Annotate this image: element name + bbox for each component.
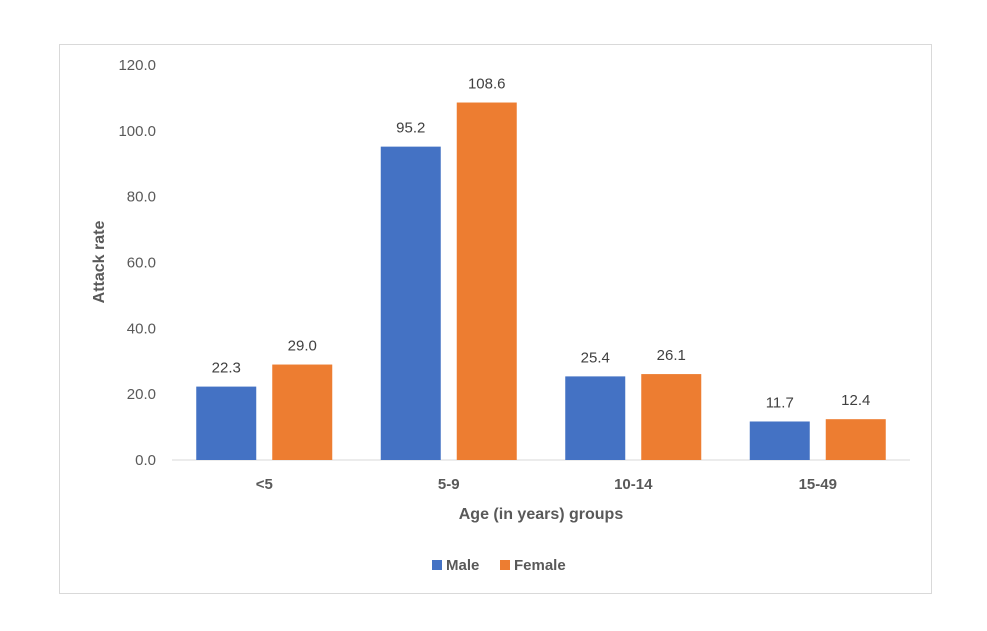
legend-swatch-female — [500, 560, 510, 570]
bar-male — [380, 146, 441, 460]
y-tick-label: 100.0 — [118, 123, 156, 140]
legend-label-male: Male — [446, 557, 479, 574]
x-category-label: 10-14 — [614, 476, 653, 493]
bar-male — [565, 376, 626, 460]
bar-female — [641, 374, 702, 460]
data-label-male: 25.4 — [581, 349, 610, 366]
legend: Male Female — [432, 557, 566, 574]
data-label-female: 108.6 — [468, 76, 506, 93]
bar-female — [272, 364, 333, 460]
data-label-female: 26.1 — [657, 347, 686, 364]
data-label-male: 22.3 — [212, 360, 241, 377]
y-tick-label: 0.0 — [135, 452, 156, 469]
data-label-male: 95.2 — [396, 120, 425, 137]
data-labels: 22.3 29.0 95.2 108.6 25.4 26.1 11.7 12.4 — [212, 76, 871, 412]
y-tick-label: 120.0 — [118, 57, 156, 74]
legend-swatch-male — [432, 560, 442, 570]
x-category-label: <5 — [256, 476, 273, 493]
bar-male — [749, 421, 810, 460]
y-axis-ticks: 0.0 20.0 40.0 60.0 80.0 100.0 120.0 — [118, 57, 156, 469]
data-label-female: 12.4 — [841, 392, 870, 409]
x-axis-title: Age (in years) groups — [459, 506, 624, 523]
y-tick-label: 80.0 — [127, 189, 156, 206]
x-category-label: 5-9 — [438, 476, 460, 493]
x-axis-category-labels: <5 5-9 10-14 15-49 — [256, 476, 837, 493]
y-tick-label: 60.0 — [127, 255, 156, 272]
data-label-female: 29.0 — [288, 338, 317, 355]
y-tick-label: 40.0 — [127, 320, 156, 337]
bar-female — [825, 419, 886, 460]
x-category-label: 15-49 — [799, 476, 837, 493]
legend-label-female: Female — [514, 557, 566, 574]
bars — [196, 102, 886, 461]
bar-female — [456, 102, 517, 461]
data-label-male: 11.7 — [766, 394, 794, 411]
y-tick-label: 20.0 — [127, 386, 156, 403]
bar-male — [196, 386, 257, 460]
y-axis-title: Attack rate — [91, 221, 108, 304]
